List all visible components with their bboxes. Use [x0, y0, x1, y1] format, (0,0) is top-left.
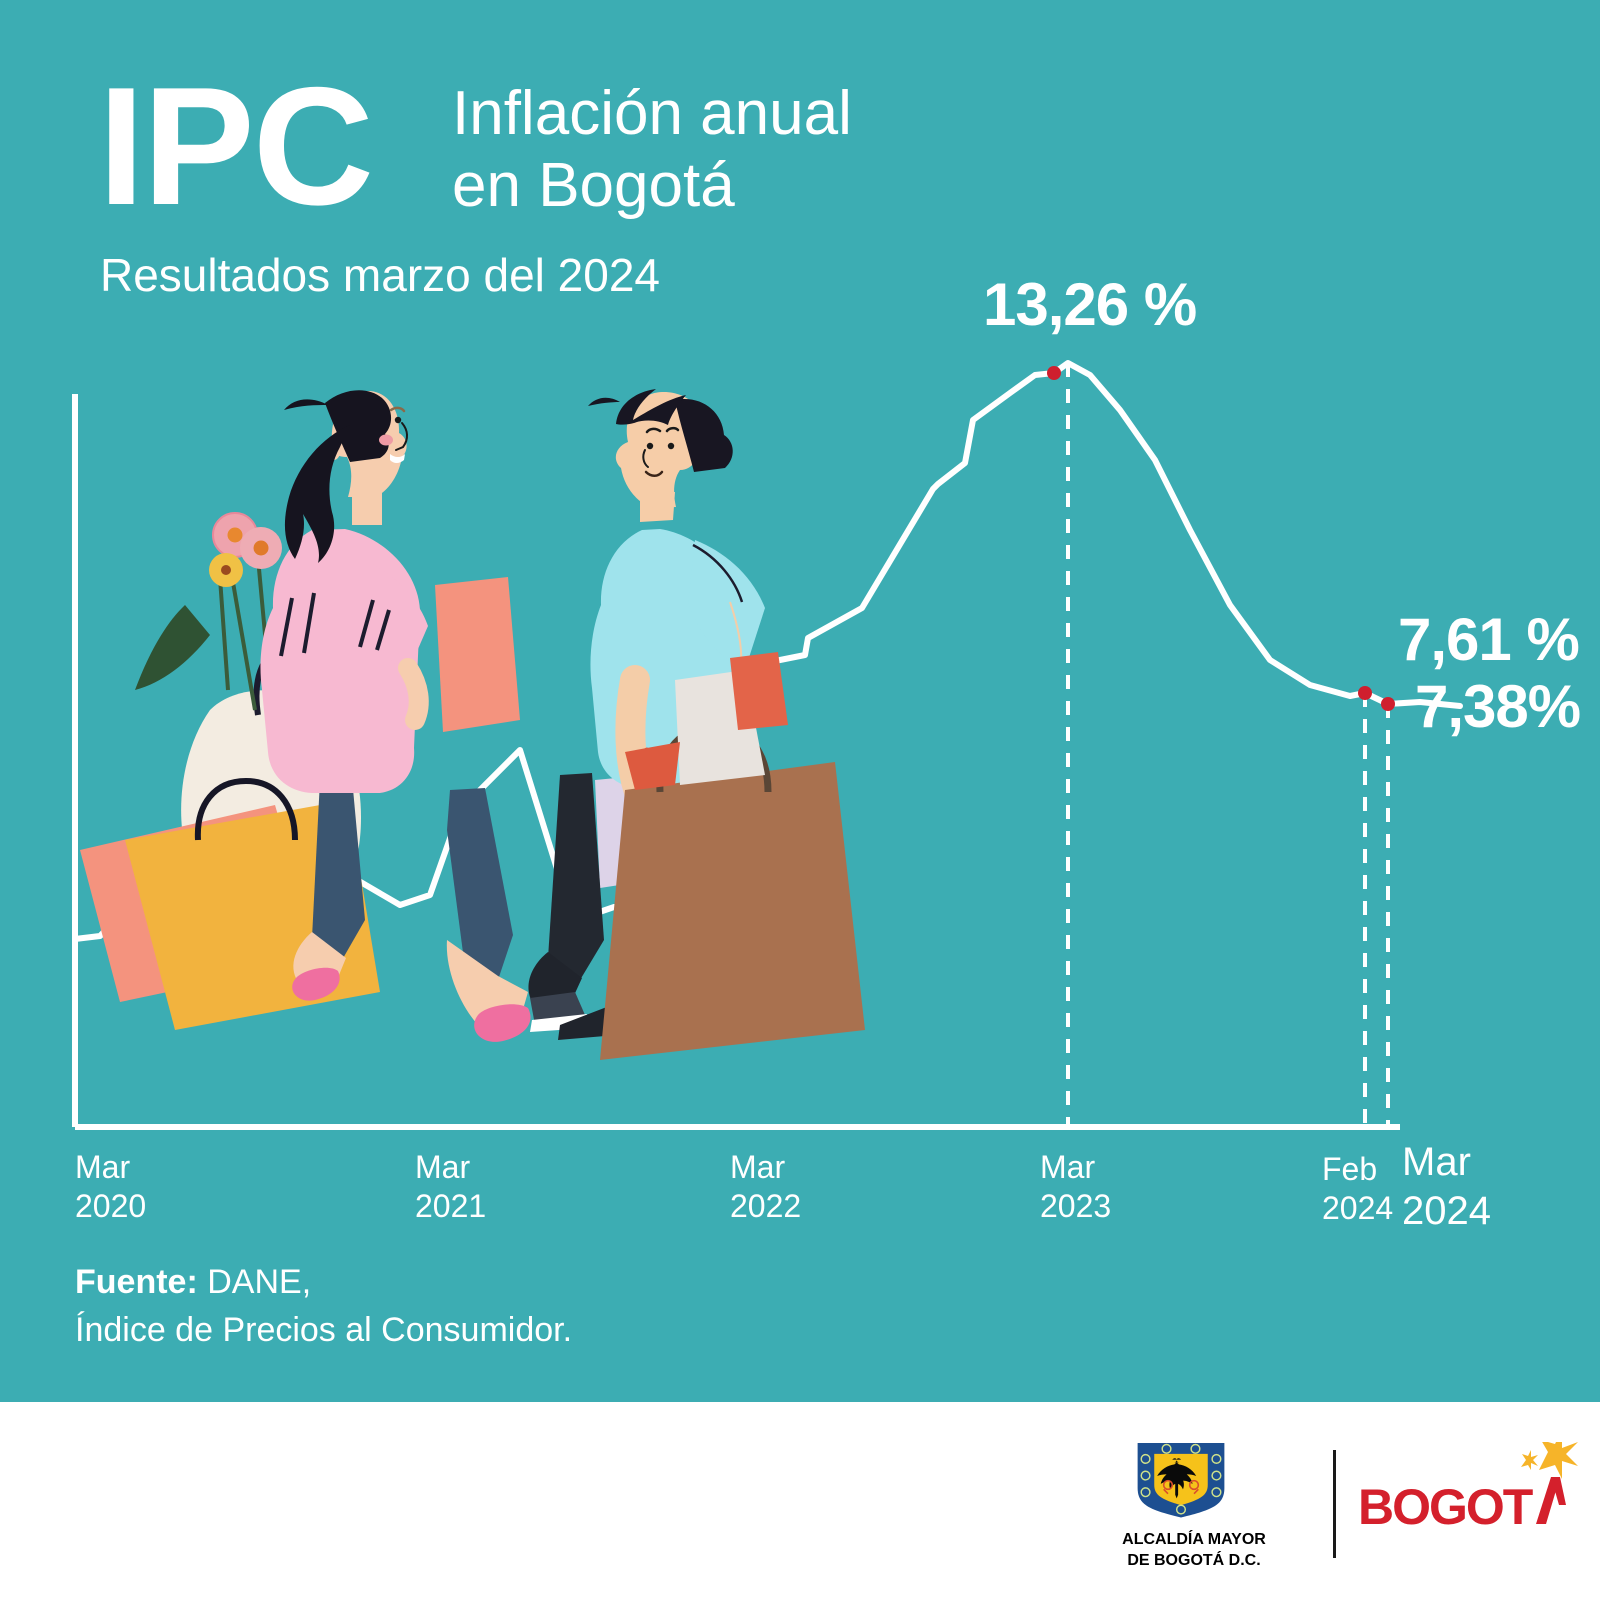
svg-text:BOGOT: BOGOT	[1358, 1479, 1533, 1535]
